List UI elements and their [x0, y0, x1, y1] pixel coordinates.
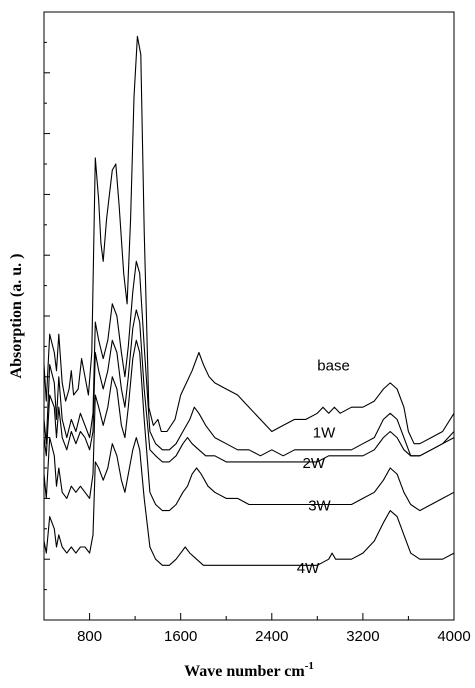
x-tick-label-3200: 3200: [346, 628, 379, 645]
series-line-2w: [43, 309, 455, 463]
x-axis-label-text: Wave number cm: [184, 663, 305, 680]
series-line-4w: [43, 437, 455, 566]
series-label-4w: 4W: [297, 560, 320, 577]
tick-layer: 800 1600 2400 3200 4000: [43, 11, 471, 645]
x-tick-label-800: 800: [77, 628, 102, 645]
x-axis-label-superscript: -1: [305, 660, 314, 672]
annotation-layer: base 1W 2W 3W 4W: [297, 358, 350, 578]
x-axis-label: Wave number cm-1: [184, 660, 314, 680]
series-line-1w: [43, 260, 455, 457]
x-tick-label-4000: 4000: [437, 628, 470, 645]
series-label-1w: 1W: [313, 425, 336, 442]
series-line-base: [43, 35, 455, 445]
series-label-2w: 2W: [303, 455, 326, 472]
series-layer: [43, 35, 455, 566]
series-label-3w: 3W: [308, 498, 331, 515]
series-line-3w: [43, 339, 455, 512]
series-label-base: base: [317, 358, 350, 375]
x-tick-label-1600: 1600: [164, 628, 197, 645]
y-axis-label: Absorption (a. u. ): [8, 254, 25, 379]
x-tick-label-2400: 2400: [255, 628, 288, 645]
plot-frame: [43, 11, 455, 621]
